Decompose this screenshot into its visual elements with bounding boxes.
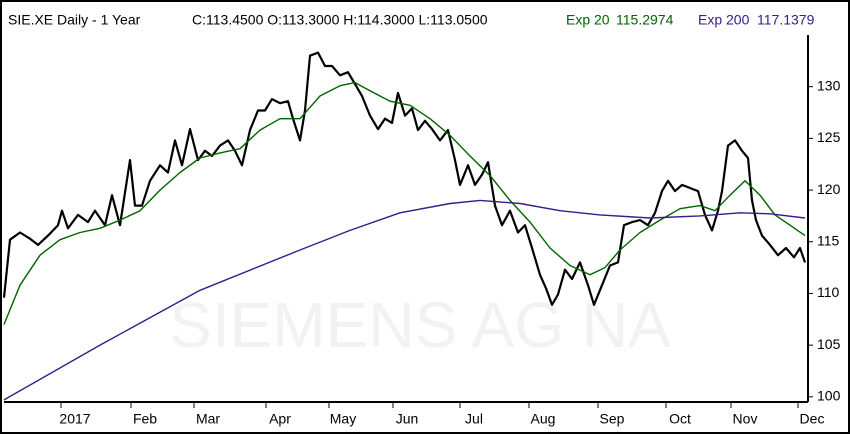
x-tick-label: Oct	[669, 411, 691, 427]
y-tick-label: 110	[817, 284, 840, 300]
y-tick-label: 125	[817, 129, 841, 145]
legend-name: Exp 20	[566, 12, 610, 28]
chart-title: SIE.XE Daily - 1 Year	[8, 12, 141, 28]
legend-value: 115.2974	[616, 12, 674, 28]
price-line	[2, 51, 807, 306]
x-tick-label: Feb	[133, 411, 157, 427]
quote: C:113.4500 O:113.3000 H:114.3000 L:113.0…	[192, 12, 488, 28]
y-tick-label: 130	[817, 77, 841, 93]
x-tick-label: Jul	[465, 411, 483, 427]
watermark: SIEMENS AG NA	[169, 289, 671, 361]
x-tick-label: Dec	[800, 411, 825, 427]
price-line	[3, 199, 806, 401]
x-tick-label: Jun	[396, 411, 419, 427]
y-tick-label: 105	[817, 336, 841, 352]
x-tick-label: 2017	[59, 411, 90, 427]
y-tick-label: 115	[817, 232, 840, 248]
x-tick-label: Nov	[733, 411, 758, 427]
x-tick-label: Apr	[269, 411, 291, 427]
legend-name: Exp 200	[698, 12, 750, 28]
x-tick-label: Mar	[196, 411, 220, 427]
legend-value: 117.1379	[757, 12, 815, 28]
price-line	[3, 81, 806, 325]
y-tick-label: 120	[817, 181, 841, 197]
y-tick-label: 100	[817, 388, 841, 404]
x-tick-label: May	[330, 411, 356, 427]
x-tick-label: Sep	[600, 411, 625, 427]
x-tick-label: Aug	[531, 411, 556, 427]
